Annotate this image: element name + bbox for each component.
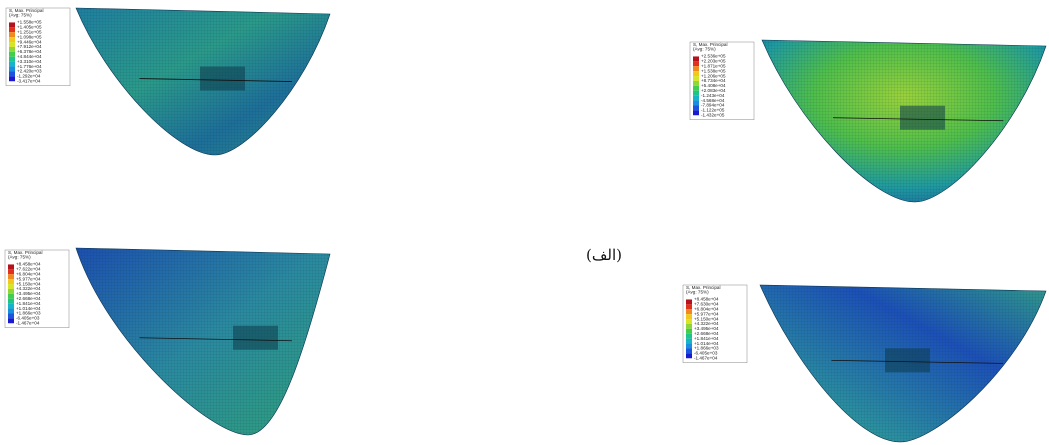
legend-subtitle: (Avg: 75%) <box>693 47 716 52</box>
legend-swatch <box>8 264 14 269</box>
legend-swatch <box>686 344 692 349</box>
legend-swatch <box>686 334 692 339</box>
legend-value: -1.467e+04 <box>694 355 718 360</box>
legend-swatch <box>693 86 699 91</box>
legend-swatch <box>686 309 692 314</box>
legend-swatch <box>686 348 692 353</box>
legend-value: -3.417e+04 <box>17 78 41 83</box>
legend-swatch <box>8 299 14 304</box>
legend-swatch <box>8 279 14 284</box>
legend-swatch <box>693 81 699 86</box>
legend-swatch <box>9 52 15 57</box>
legend-swatch <box>686 353 692 358</box>
legend-swatch <box>693 66 699 71</box>
legend-value: -1.432e+05 <box>701 112 725 117</box>
legend-swatch <box>686 339 692 344</box>
gallery <box>200 67 245 91</box>
legend-swatch <box>8 318 14 323</box>
legend-swatch <box>686 319 692 324</box>
legend-swatch <box>8 269 14 274</box>
legend-swatch <box>9 42 15 47</box>
gallery <box>900 106 945 130</box>
legend-swatch <box>693 91 699 96</box>
legend-swatch <box>9 67 15 72</box>
legend-swatch <box>9 76 15 81</box>
legend-subtitle: (Avg: 75%) <box>686 290 709 295</box>
legend-swatch <box>693 61 699 66</box>
legend-swatch <box>686 329 692 334</box>
legend-swatch <box>693 76 699 81</box>
legend-swatch <box>9 27 15 32</box>
legend-swatch <box>693 56 699 61</box>
legend-swatch <box>8 313 14 318</box>
legend-swatch <box>9 22 15 27</box>
gallery <box>233 326 278 350</box>
legend-subtitle: (Avg: 75%) <box>9 13 32 18</box>
legend-swatch <box>9 37 15 42</box>
legend-subtitle: (Avg: 75%) <box>8 255 31 260</box>
legend-swatch <box>8 284 14 289</box>
legend-swatch <box>9 47 15 52</box>
legend-swatch <box>8 304 14 309</box>
legend-swatch <box>9 62 15 67</box>
legend-swatch <box>686 304 692 309</box>
legend-swatch <box>693 110 699 115</box>
legend-swatch <box>9 57 15 62</box>
legend-swatch <box>686 299 692 304</box>
legend-swatch <box>686 314 692 319</box>
legend-swatch <box>9 32 15 37</box>
gallery <box>885 348 930 372</box>
legend-value: -1.467e+04 <box>16 320 40 325</box>
figure: (الف) S, Max. Principal(Avg: 75%)+1.558e… <box>0 0 1049 445</box>
legend-swatch <box>8 274 14 279</box>
legend-swatch <box>693 96 699 101</box>
legend-swatch <box>686 324 692 329</box>
legend-swatch <box>8 309 14 314</box>
caption: (الف) <box>586 246 622 264</box>
legend-swatch <box>8 294 14 299</box>
legend-swatch <box>693 105 699 110</box>
dam-mesh <box>76 248 330 435</box>
legend-swatch <box>693 71 699 76</box>
legend-swatch <box>9 71 15 76</box>
legend-swatch <box>8 289 14 294</box>
legend-swatch <box>693 101 699 106</box>
